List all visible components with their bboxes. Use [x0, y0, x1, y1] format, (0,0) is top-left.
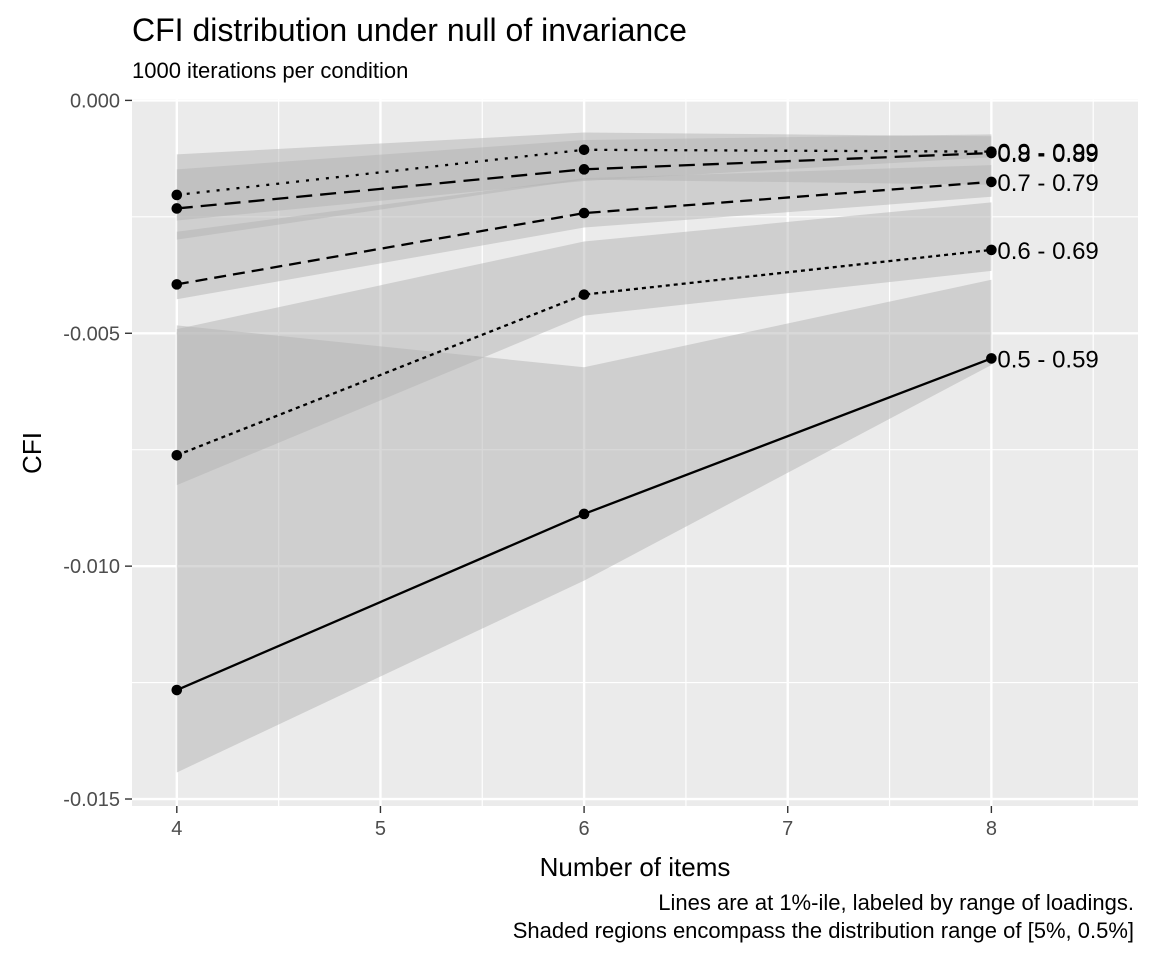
x-tick-label: 7 [782, 818, 793, 840]
y-tick-label: -0.005 [63, 323, 120, 345]
y-tick-label: 0.000 [70, 90, 120, 112]
data-point [986, 146, 997, 157]
data-point [171, 684, 183, 696]
x-tick-label: 8 [986, 818, 997, 840]
caption-line-2: Shaded regions encompass the distributio… [513, 918, 1134, 943]
series-line [176, 248, 992, 457]
data-point [578, 207, 590, 219]
series-end-label: 0.7 - 0.79 [997, 170, 1098, 197]
series-line [176, 180, 992, 286]
data-point [578, 164, 590, 175]
series-labels: 0.5 - 0.59 0.6 - 0.69 0.7 - 0.790.8 - 0.89… [997, 140, 1098, 374]
data-point [171, 189, 183, 201]
series-points [171, 144, 997, 696]
data-point [986, 176, 997, 188]
x-axis: 4 5 6 7 8 [171, 806, 997, 840]
series-end-label: 0.9 - 0.99 [997, 140, 1098, 167]
y-tick-label: -0.010 [63, 556, 120, 578]
data-point [578, 289, 590, 300]
data-point [171, 449, 183, 461]
band-0-5-0-59 [176, 279, 992, 773]
data-point [171, 203, 183, 214]
data-point [578, 144, 590, 156]
series-line [176, 148, 992, 197]
y-axis: 0.000 -0.005 -0.010 -0.015 [63, 90, 132, 811]
y-tick-label: -0.015 [63, 789, 120, 811]
chart-subtitle: 1000 iterations per condition [132, 58, 408, 83]
x-tick-label: 5 [375, 818, 386, 840]
y-axis-title: CFI [17, 432, 47, 474]
x-tick-label: 6 [579, 818, 590, 840]
caption-line-1: Lines are at 1%-ile, labeled by range of… [658, 890, 1134, 915]
x-tick-label: 4 [171, 818, 182, 840]
data-point [986, 244, 997, 256]
x-axis-title: Number of items [540, 852, 731, 882]
data-point [171, 279, 183, 290]
chart-title: CFI distribution under null of invarianc… [132, 12, 687, 48]
data-point [578, 508, 590, 520]
series-end-label: 0.6 - 0.69 [997, 238, 1098, 265]
band-0-7-0-79 [176, 165, 992, 300]
series-end-label: 0.5 - 0.59 [997, 346, 1098, 373]
data-point [986, 353, 997, 364]
band-0-9-0-99 [176, 132, 992, 221]
series-end-label: 0.8 - 0.89 [997, 141, 1098, 168]
